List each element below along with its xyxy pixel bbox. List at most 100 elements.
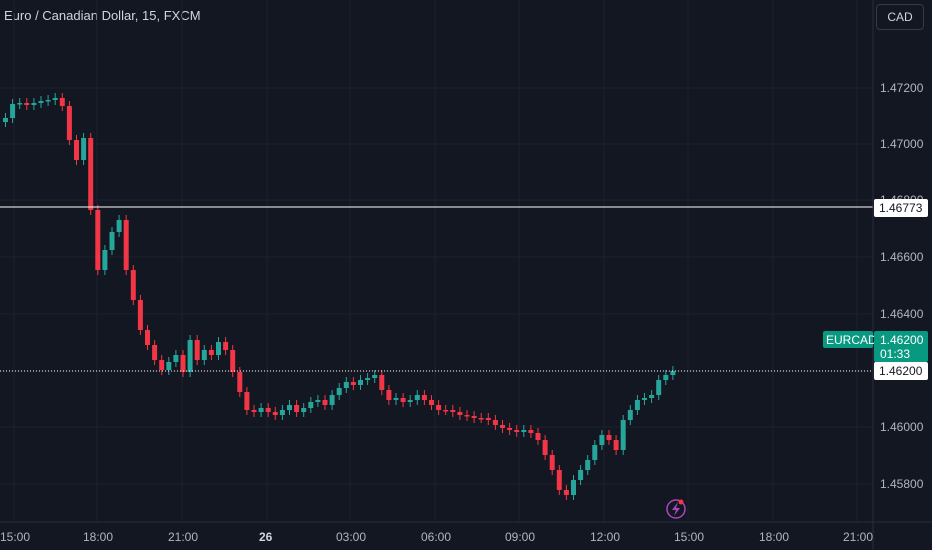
candle-body: [194, 340, 200, 360]
candlesticks: [3, 93, 676, 500]
candle-body: [38, 101, 44, 103]
candle-body: [443, 410, 449, 412]
candle-body: [279, 410, 285, 415]
candle-body: [393, 398, 399, 400]
candle-body: [556, 470, 562, 490]
candle-body: [336, 388, 342, 395]
candle-body: [272, 412, 278, 415]
candle-body: [606, 435, 612, 440]
symbol-title[interactable]: Euro / Canadian Dollar, 15, FXCM: [4, 8, 201, 23]
candle-body: [265, 408, 271, 412]
candle-body: [343, 382, 349, 388]
candle-body: [223, 342, 229, 350]
candle-body: [549, 455, 555, 470]
time-tick: 18:00: [83, 530, 113, 544]
price-tick: 1.46000: [880, 420, 924, 434]
candle-body: [308, 402, 314, 408]
candle-body: [59, 98, 65, 106]
time-tick: 03:00: [336, 530, 366, 544]
candle-body: [230, 350, 236, 372]
price-tick: 1.47000: [880, 137, 924, 151]
candle-body: [187, 340, 193, 372]
candle-body: [137, 300, 143, 330]
candle-body: [81, 138, 87, 160]
price-tag-countdown: 01:33: [880, 347, 910, 361]
candle-body: [95, 210, 101, 270]
price-tag-value: 1.46200: [880, 333, 924, 347]
candle-body: [414, 395, 420, 400]
candle-body: [379, 375, 385, 390]
candle-body: [166, 362, 172, 370]
candle-body: [17, 103, 23, 105]
time-tick: 26: [259, 530, 273, 544]
candle-body: [350, 382, 356, 385]
price-axis[interactable]: 1.47200 1.47000 1.46800 1.46600 1.46400 …: [880, 81, 924, 491]
candle-body: [656, 380, 662, 395]
candle-body: [329, 395, 335, 405]
candle-body: [287, 405, 292, 410]
candle-body: [130, 270, 136, 300]
candle-body: [159, 360, 165, 370]
candle-body: [457, 412, 463, 415]
time-tick: 21:00: [843, 530, 873, 544]
candle-body: [116, 220, 122, 232]
time-tick: 09:00: [505, 530, 535, 544]
candle-body: [478, 418, 484, 420]
candle-body: [670, 371, 676, 375]
time-tick: 15:00: [0, 530, 30, 544]
candle-body: [109, 232, 115, 250]
candle-body: [407, 400, 413, 402]
candle-body: [10, 104, 16, 118]
candle-body: [592, 445, 598, 460]
candle-body: [152, 345, 158, 360]
candle-body: [578, 470, 584, 480]
time-tick: 18:00: [759, 530, 789, 544]
candle-body: [386, 390, 392, 400]
candle-body: [500, 425, 505, 428]
price-tick: 1.46400: [880, 307, 924, 321]
candle-body: [528, 430, 534, 433]
candle-body: [244, 392, 250, 410]
candle-body: [542, 440, 548, 455]
price-tick: 1.45800: [880, 477, 924, 491]
candle-body: [514, 430, 520, 432]
lightning-icon[interactable]: [666, 499, 686, 519]
candle-body: [436, 405, 442, 410]
candle-body: [88, 138, 94, 210]
candle-body: [216, 342, 221, 355]
candle-body: [123, 220, 129, 270]
candle-body: [634, 400, 640, 410]
candle-body: [372, 375, 378, 378]
candle-body: [663, 375, 669, 380]
price-tick: 1.46600: [880, 250, 924, 264]
candle-body: [450, 410, 456, 412]
candle-body: [521, 430, 527, 432]
candle-body: [74, 140, 79, 160]
time-tick: 06:00: [421, 530, 451, 544]
candle-body: [201, 350, 207, 360]
candle-body: [52, 98, 58, 100]
currency-button[interactable]: CAD: [876, 4, 924, 30]
candle-body: [471, 416, 477, 418]
symbol-tag-name: EURCAD: [826, 333, 877, 347]
time-tick: 21:00: [168, 530, 198, 544]
candle-body: [421, 395, 427, 400]
candle-body: [492, 420, 498, 425]
candle-body: [31, 103, 37, 105]
candle-body: [400, 398, 406, 402]
candle-body: [66, 106, 72, 140]
horizontal-line-tag[interactable]: [874, 199, 928, 217]
candle-body: [507, 428, 513, 430]
candle-body: [563, 490, 569, 495]
horizontal-line-label: 1.46773: [879, 201, 923, 215]
last-price-label: 1.46200: [879, 364, 923, 378]
candle-body: [208, 350, 214, 355]
candle-body: [45, 100, 51, 102]
time-axis[interactable]: 15:00 18:00 21:00 26 03:00 06:00 09:00 1…: [0, 530, 873, 544]
candle-body: [258, 408, 264, 412]
time-tick: 15:00: [674, 530, 704, 544]
candle-body: [315, 400, 321, 402]
candle-body: [571, 480, 576, 495]
candle-body: [585, 460, 591, 470]
